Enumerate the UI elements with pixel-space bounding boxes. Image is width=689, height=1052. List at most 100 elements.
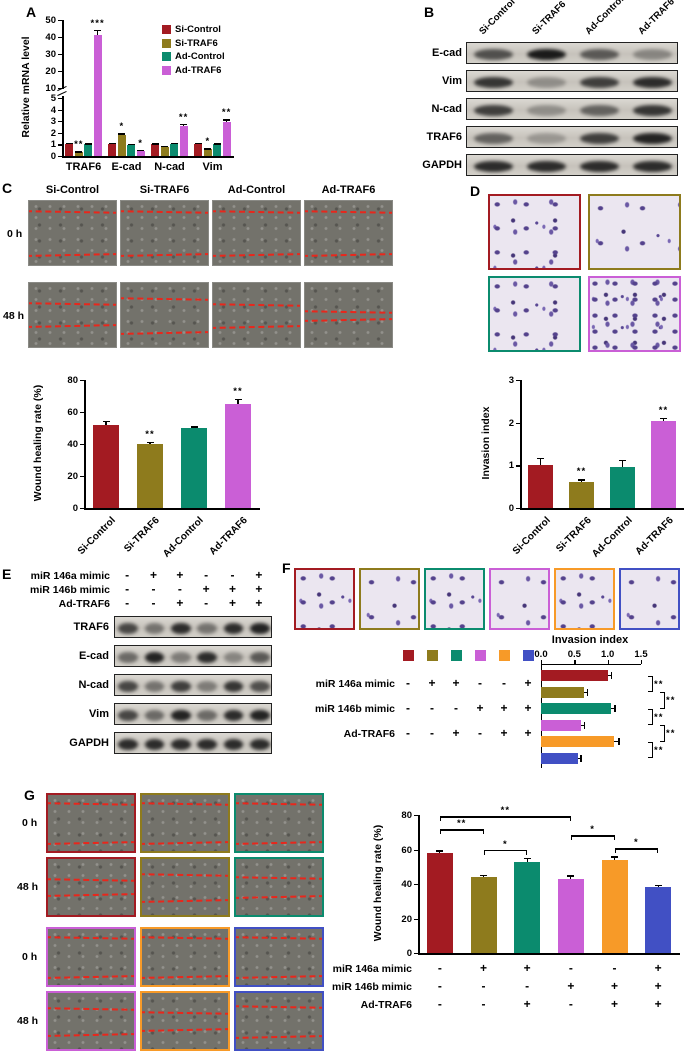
sig-bracket-stub	[648, 724, 652, 726]
error-bar	[577, 757, 581, 759]
x-tick-label: 0.0	[534, 649, 548, 660]
sig-bracket-stub	[439, 816, 442, 822]
y-axis-tick	[58, 144, 62, 146]
bar	[74, 151, 83, 156]
y-axis-tick	[414, 884, 418, 886]
invasion-image-0	[294, 568, 355, 630]
bar	[541, 703, 611, 714]
panel-g-wound-healing: 0 h 48 h 0 h 48 h Wound healing rate (%) 0 20 4…	[0, 785, 689, 1052]
blot-band	[632, 76, 673, 88]
significance-label: **	[500, 805, 511, 817]
sig-bracket-stub	[648, 691, 652, 693]
bar	[108, 144, 117, 156]
wound-image-0h-1	[140, 793, 230, 853]
y-axis-tick	[58, 54, 62, 56]
y-axis-tick	[516, 380, 520, 382]
column-header: Si-TRAF6	[139, 184, 190, 196]
bar	[541, 736, 615, 747]
treatment-value: -	[177, 582, 182, 596]
invasion-image-si-control	[488, 194, 581, 270]
significance-label: **	[666, 695, 676, 707]
wound-edge-line	[48, 1007, 134, 1011]
treatment-value: +	[523, 961, 531, 975]
blot-band	[171, 651, 191, 663]
treatment-value: -	[481, 979, 486, 993]
treatment-value: +	[476, 701, 484, 715]
treatment-value: +	[228, 582, 236, 596]
treatment-value: +	[255, 568, 263, 582]
error-cap	[118, 133, 126, 135]
bar	[541, 686, 585, 698]
legend-swatch	[162, 65, 171, 75]
wound-image-48h-0	[28, 282, 117, 348]
y-tick-label: 40	[67, 439, 78, 450]
significance-label: **	[233, 386, 243, 398]
panel-f-invasion: Invasion index 0.0 0.5 1.0 1.5 miR 146a mimic…	[280, 560, 689, 792]
y-tick-label: 0	[50, 151, 56, 162]
legend: Si-Control Si-TRAF6 Ad-Control Ad-TRAF6	[162, 24, 250, 82]
sig-bracket-stub	[526, 850, 528, 856]
treatment-value: -	[204, 568, 209, 582]
error-bar	[570, 875, 572, 879]
wound-edge-line	[29, 209, 116, 214]
wound-edge-line	[142, 1011, 228, 1015]
wound-image-48h-1	[140, 857, 230, 917]
invasion-image-3	[489, 568, 550, 630]
panel-d-invasion: Invasion index 0 1 2 3 Si-Control ** Si-TRAF6 Ad…	[470, 180, 689, 568]
treatment-value: -	[406, 701, 410, 715]
treatment-row-label: Ad-TRAF6	[58, 598, 110, 610]
treatment-value: +	[176, 568, 184, 582]
blot-band	[579, 48, 620, 60]
bar	[136, 150, 145, 156]
y-axis-tick	[58, 121, 62, 123]
treatment-value: +	[255, 582, 263, 596]
wound-edge-line	[142, 872, 228, 877]
error-bar	[226, 119, 228, 123]
y-axis-tick	[516, 465, 520, 467]
blot-row-label: TRAF6	[426, 131, 462, 143]
x-category-label: Vim	[202, 161, 223, 173]
error-cap	[102, 420, 110, 422]
wound-image-48h-0	[46, 857, 136, 917]
significance-label: **	[576, 466, 587, 478]
bar	[93, 35, 102, 156]
y-axis-tick	[414, 918, 418, 920]
treatment-value: +	[452, 726, 460, 740]
error-bar	[149, 441, 151, 444]
sig-bracket-stub	[569, 816, 572, 822]
x-tick-label: 1.0	[601, 649, 615, 660]
wound-image-48h-3	[46, 991, 136, 1051]
treatment-value: -	[437, 979, 442, 993]
error-cap	[170, 143, 178, 145]
blot-band	[144, 680, 165, 692]
wound-image-48h-2	[234, 857, 324, 917]
lane-label: Si-Control	[476, 0, 517, 37]
significance-label: ***	[90, 18, 105, 30]
lane-label: Ad-TRAF6	[635, 0, 677, 38]
blot-band	[144, 738, 165, 750]
treatment-value: +	[654, 961, 662, 975]
legend-swatch	[402, 650, 414, 661]
error-cap	[619, 460, 626, 462]
error-cap	[161, 146, 169, 148]
error-cap	[614, 705, 616, 712]
error-cap	[94, 30, 102, 32]
blot-band	[197, 680, 217, 692]
sig-bracket	[664, 692, 666, 709]
y-axis-line	[418, 815, 420, 953]
error-cap	[618, 738, 620, 745]
treatment-value: +	[654, 997, 662, 1011]
wound-edge-line	[305, 318, 392, 323]
treatment-value: -	[125, 596, 130, 610]
treatment-value: +	[567, 979, 575, 993]
treatment-value: -	[437, 961, 442, 975]
significance-label: *	[502, 839, 508, 851]
blot-image-gapdh	[114, 732, 272, 754]
treatment-value: +	[654, 979, 662, 993]
y-axis-tick	[516, 508, 520, 510]
y-axis-line	[520, 380, 522, 508]
significance-label: *	[138, 138, 143, 150]
sig-bracket-stub	[657, 848, 659, 854]
wound-edge-line	[236, 975, 322, 979]
blot-band	[171, 738, 191, 750]
